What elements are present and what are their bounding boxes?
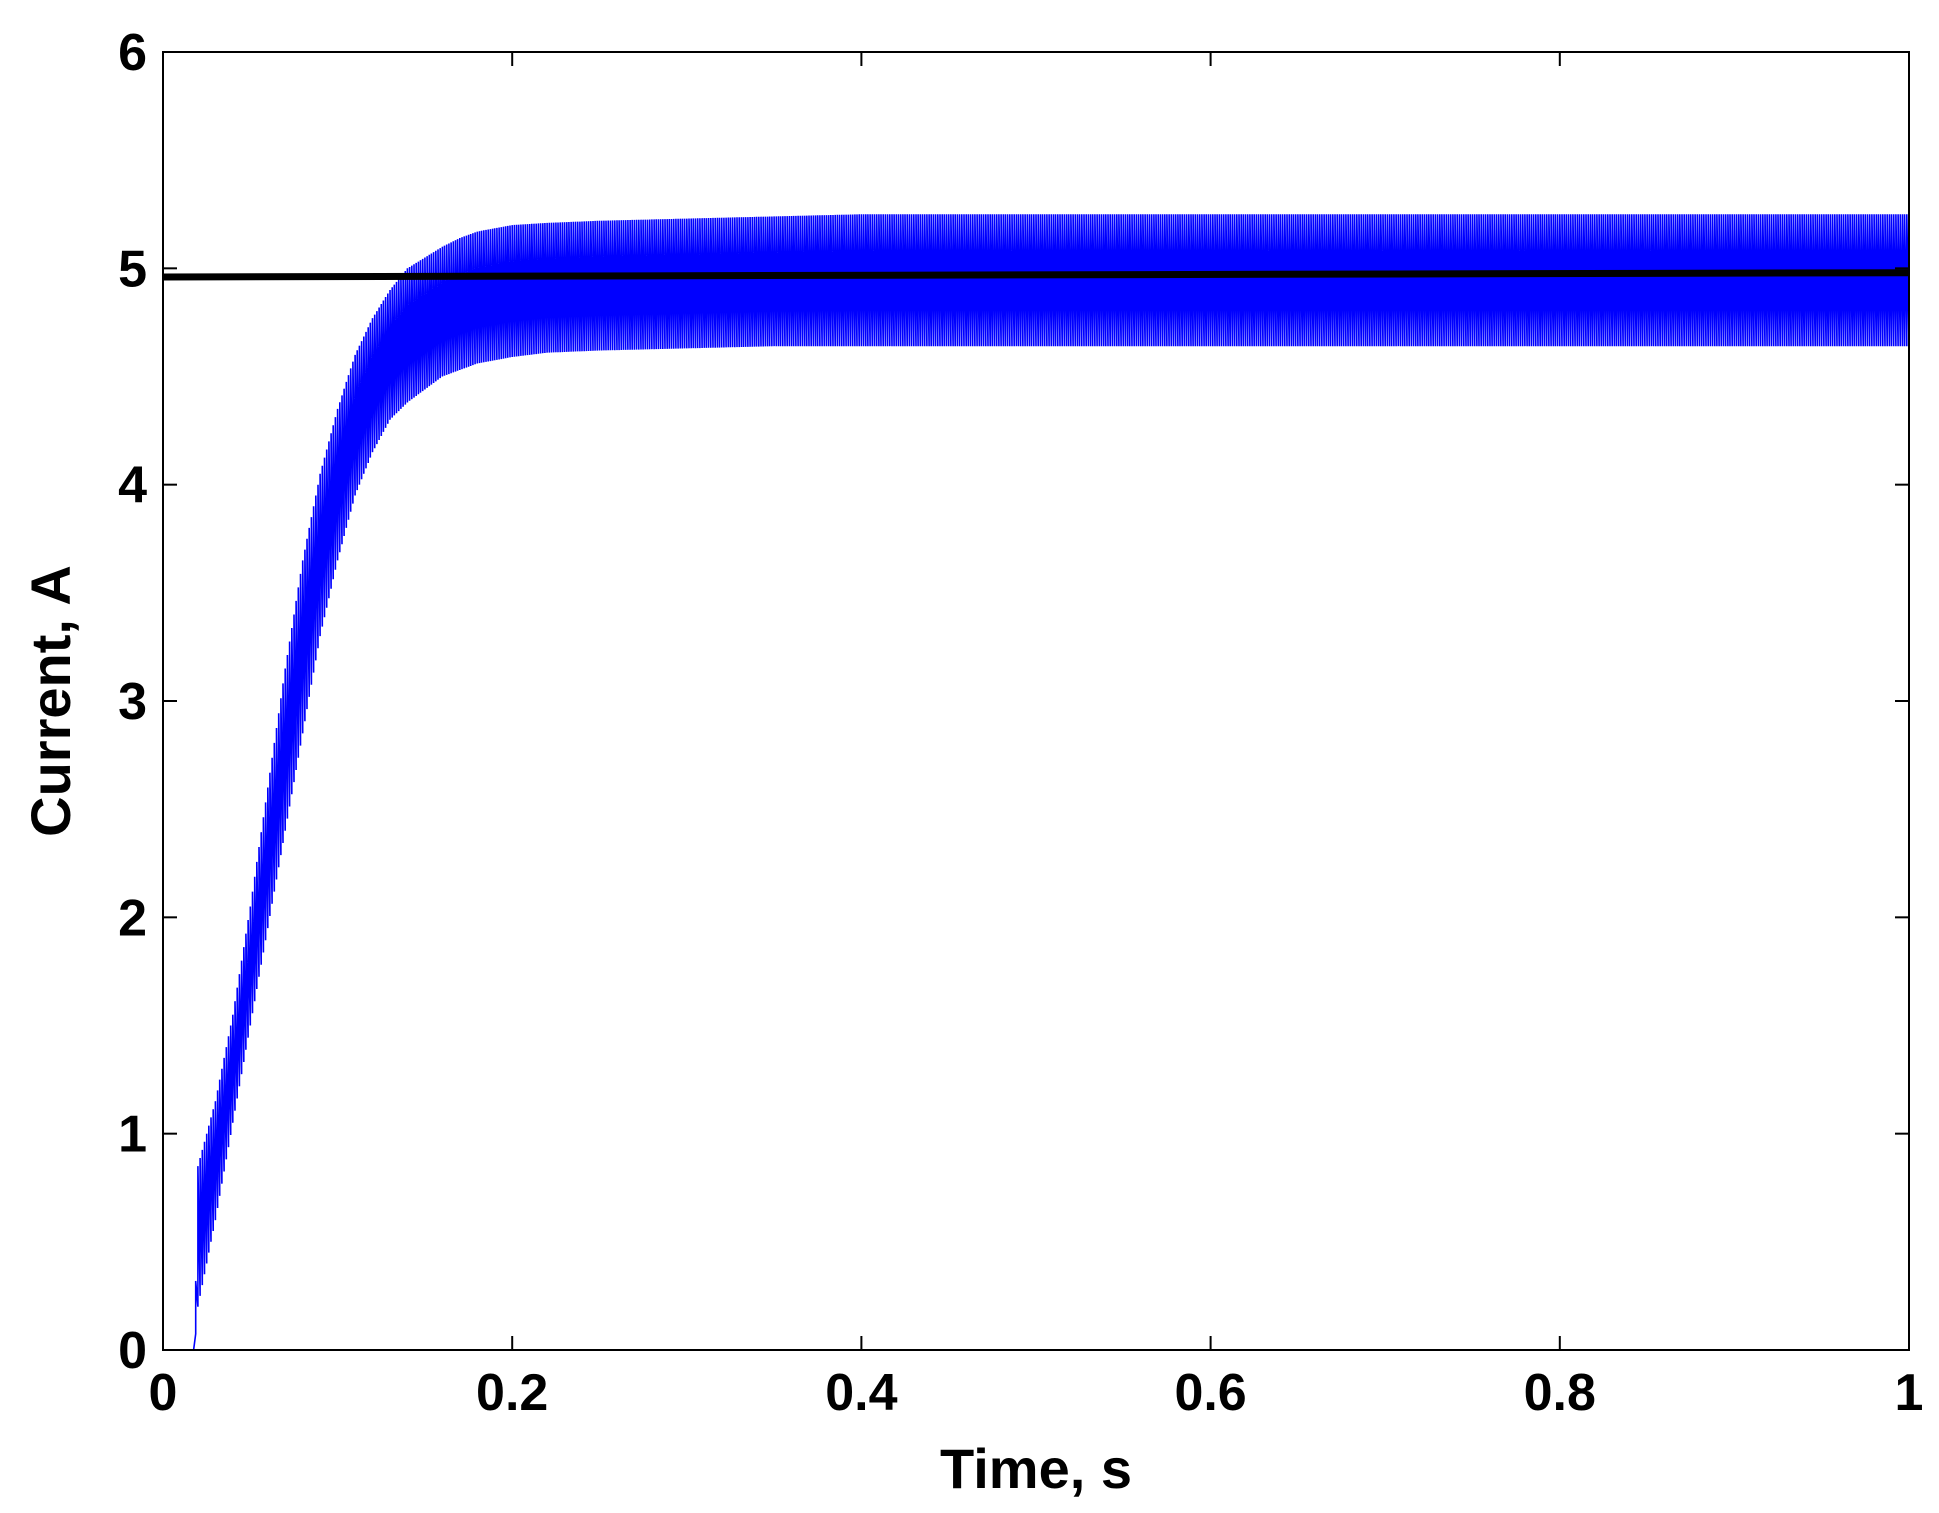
plot-area xyxy=(162,214,1910,1351)
x-tick-label: 0.2 xyxy=(476,1364,548,1422)
y-tick-label: 5 xyxy=(118,240,147,298)
y-tick-label: 3 xyxy=(118,673,147,731)
x-tick-label: 1 xyxy=(1895,1364,1924,1422)
axis-ticks: 0 0.2 0.4 0.6 0.8 1 0 1 2 3 4 5 6 xyxy=(118,24,1923,1422)
y-tick-label: 2 xyxy=(118,889,147,947)
current-ripple-series xyxy=(163,214,1910,1351)
y-tick-label: 4 xyxy=(118,457,147,515)
x-tick-label: 0.4 xyxy=(825,1364,897,1422)
y-tick-label: 1 xyxy=(118,1106,147,1164)
x-tick-label: 0 xyxy=(149,1364,178,1422)
x-tick-label: 0.6 xyxy=(1174,1364,1246,1422)
y-tick-label: 0 xyxy=(118,1322,147,1380)
y-tick-label: 6 xyxy=(118,24,147,82)
y-axis-title: Current, A xyxy=(19,565,82,837)
x-tick-label: 0.8 xyxy=(1524,1364,1596,1422)
x-axis-title: Time, s xyxy=(940,1437,1132,1500)
reference-current-line xyxy=(162,269,1910,281)
